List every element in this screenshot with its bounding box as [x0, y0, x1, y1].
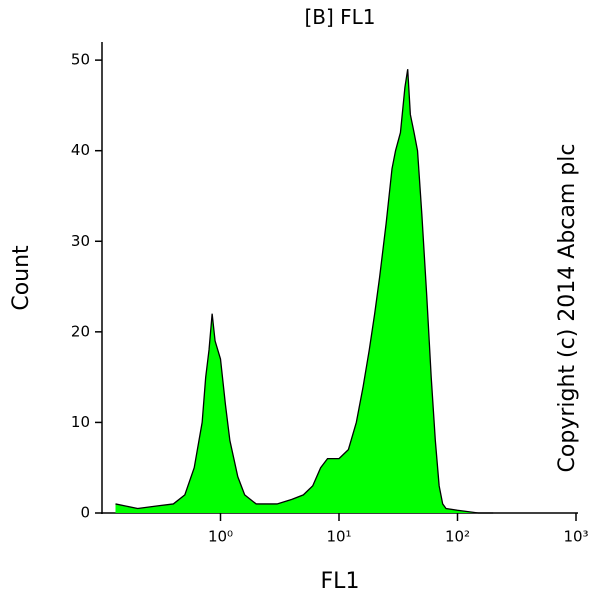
x-tick-label: 10³	[563, 528, 588, 546]
copyright: Copyright (c) 2014 Abcam plc	[555, 144, 580, 473]
line	[115, 69, 494, 514]
x-tick-label: 10¹	[326, 528, 351, 546]
y-tick-label: 50	[71, 51, 90, 69]
y-tick-label: 10	[71, 413, 90, 431]
y-axis-label: Count	[9, 245, 34, 311]
x-tick-label: 10⁰	[208, 528, 233, 546]
x-tick-label: 10²	[445, 528, 470, 546]
y-tick-label: 40	[71, 141, 90, 159]
area	[115, 69, 494, 513]
y-tick-label: 30	[71, 232, 90, 250]
x-axis-label: FL1	[321, 569, 360, 594]
chart-title: [B] FL1	[304, 5, 375, 29]
y-tick-label: 0	[80, 504, 90, 522]
y-tick-label: 20	[71, 322, 90, 340]
